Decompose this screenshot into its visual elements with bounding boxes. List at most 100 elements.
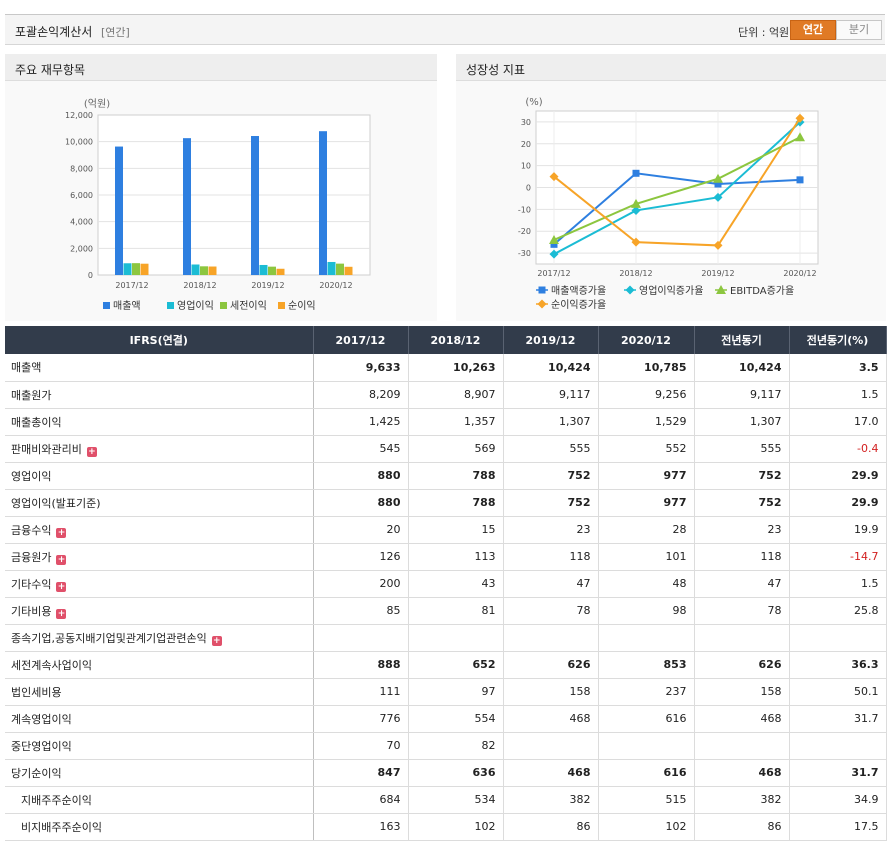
header-label-column: IFRS(연결) [5,326,314,354]
expand-plus-icon[interactable]: + [56,581,67,592]
value-cell: 36.3 [789,651,887,679]
value-cell: 86 [503,813,599,841]
bar-1 [259,264,268,275]
table-row: 계속영업이익 776 554 468 616 468 31.7 [5,705,887,733]
row-label-cell: 판매비와관리비 + [5,435,314,463]
row-label: 지배주주순이익 [21,793,92,807]
value-cell: 977 [598,489,695,517]
table-row: 법인세비용 111 97 158 237 158 50.1 [5,678,887,706]
top-divider [5,14,885,15]
y-tick-label: 12,000 [65,111,93,120]
value-cell: 468 [503,759,599,787]
row-label: 매출총이익 [11,415,62,429]
row-label: 금융원가 [11,550,52,564]
value-cell: 78 [694,597,790,625]
value-cell: 10,785 [598,354,695,382]
value-cell: 1,357 [408,408,504,436]
value-cell: 20 [313,516,409,544]
statement-header: 포괄손익계산서 [연간] 단위 : 억원 연간 분기 [5,15,885,45]
point-3 [713,240,723,250]
x-tick-label: 2017/12 [115,281,148,290]
value-cell: -0.4 [789,435,887,463]
quarter-toggle-button[interactable]: 분기 [836,20,882,40]
value-cell: 163 [313,813,409,841]
row-label: 세전계속사업이익 [11,658,92,672]
row-label: 기타수익 [11,577,52,591]
value-cell: 616 [598,705,695,733]
value-cell: 85 [313,597,409,625]
y-tick-label: 8,000 [70,164,93,173]
value-cell: 81 [408,597,504,625]
legend-swatch [220,302,227,309]
bar-3 [344,266,353,275]
value-cell: 382 [503,786,599,814]
value-cell: 86 [694,813,790,841]
value-cell: 636 [408,759,504,787]
row-label: 매출액 [11,361,42,375]
row-label-cell: 계속영업이익 [5,705,314,733]
value-cell: 31.7 [789,705,887,733]
value-cell: 34.9 [789,786,887,814]
value-cell: 880 [313,462,409,490]
table-row: 세전계속사업이익 888 652 626 853 626 36.3 [5,651,887,679]
bar-2 [132,263,140,275]
value-cell: 545 [313,435,409,463]
bar-2 [268,266,276,275]
expand-plus-icon[interactable]: + [56,608,67,619]
table-row: 기타비용 +85 81 78 98 78 25.8 [5,597,887,625]
value-cell: 1,529 [598,408,695,436]
value-cell: 776 [313,705,409,733]
point-0 [550,240,558,248]
y-tick-label: 6,000 [70,191,93,200]
series-line-3 [553,117,801,247]
expand-plus-icon[interactable]: + [56,554,67,565]
value-cell: 23 [694,516,790,544]
bar-0 [319,131,327,275]
annual-toggle-button[interactable]: 연간 [790,20,836,40]
legend-marker [538,286,546,294]
row-label-cell: 종속기업,공동지배기업및관계기업관련손익 + [5,624,314,652]
value-cell: 200 [313,570,409,598]
y-tick-label: 4,000 [70,218,93,227]
point-1 [549,249,559,259]
row-label: 당기순이익 [11,766,62,780]
table-row: 지배주주순이익 684 534 382 515 382 34.9 [5,786,887,814]
value-cell: 50.1 [789,678,887,706]
row-label-cell: 매출총이익 [5,408,314,436]
table-row: 비지배주주순이익 163 102 86 102 86 17.5 [5,813,887,841]
expand-plus-icon[interactable]: + [211,635,222,646]
row-label-cell: 기타수익 + [5,570,314,598]
y-tick-label: 0 [88,271,93,280]
table-header-row: IFRS(연결) 2017/12 2018/12 2019/12 2020/12 전년동기… [5,326,887,354]
row-label-cell: 매출원가 [5,381,314,409]
y-tick-label: 20 [521,140,531,149]
value-cell: 10,424 [694,354,790,382]
value-cell: 554 [408,705,504,733]
value-cell: 752 [694,489,790,517]
value-cell: 113 [408,543,504,571]
value-cell: 15 [408,516,504,544]
row-label: 법인세비용 [11,685,62,699]
y-tick-label: -20 [518,227,531,236]
header-column: 전년동기(%) [789,326,887,354]
bar-1 [123,263,132,275]
legend-label: 순이익증가율 [551,299,606,311]
row-label-cell: 비지배주주순이익 [5,813,314,841]
value-cell: 468 [694,759,790,787]
bar-2 [336,263,344,275]
row-label: 비지배주주순이익 [21,820,102,834]
table-row: 매출총이익 1,425 1,357 1,307 1,529 1,307 17.0 [5,408,887,436]
legend-label: EBITDA증가율 [730,285,794,297]
value-cell: 684 [313,786,409,814]
value-cell: 17.0 [789,408,887,436]
row-label: 영업이익 [11,469,52,483]
expand-plus-icon[interactable]: + [86,446,97,457]
expand-plus-icon[interactable]: + [56,527,67,538]
value-cell: 47 [503,570,599,598]
table-row: 영업이익 880 788 752 977 752 29.9 [5,462,887,490]
value-cell: 23 [503,516,599,544]
point-0 [796,176,804,184]
bar-0 [115,146,123,275]
point-3 [549,172,559,182]
legend-label: 순이익 [288,300,316,312]
